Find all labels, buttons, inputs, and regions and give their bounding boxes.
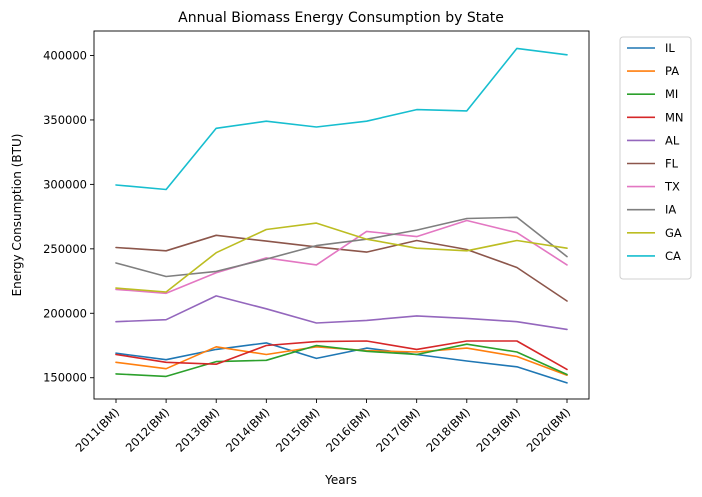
x-tick-label: 2012(BM) bbox=[123, 405, 173, 455]
series-line-fl bbox=[115, 234, 568, 302]
x-tick-label: 2013(BM) bbox=[173, 405, 223, 455]
legend-label-fl: FL bbox=[665, 157, 679, 171]
y-tick-label: 150000 bbox=[43, 371, 87, 385]
legend-label-pa: PA bbox=[665, 64, 679, 78]
legend-label-il: IL bbox=[665, 41, 675, 55]
y-axis-label: Energy Consumption (BTU) bbox=[10, 134, 24, 297]
x-tick-label: 2016(BM) bbox=[323, 405, 373, 455]
chart-title: Annual Biomass Energy Consumption by Sta… bbox=[178, 10, 504, 26]
series-line-il bbox=[115, 342, 568, 384]
y-tick-label: 400000 bbox=[43, 48, 87, 62]
x-tick-label: 2019(BM) bbox=[473, 405, 523, 455]
legend-label-tx: TX bbox=[664, 180, 680, 194]
y-tick-label: 300000 bbox=[43, 177, 87, 191]
legend-label-ga: GA bbox=[665, 226, 682, 240]
legend: IL PA MI MN AL FL TX IA GA CA bbox=[619, 36, 692, 280]
plot-area bbox=[93, 30, 590, 400]
series-line-ga bbox=[115, 222, 568, 293]
x-tick-label: 2018(BM) bbox=[423, 405, 473, 455]
y-tick-label: 350000 bbox=[43, 113, 87, 127]
x-axis: 2011(BM) 2012(BM) 2013(BM) 2014(BM) 2015(BM)… bbox=[73, 399, 574, 455]
series-line-al bbox=[115, 295, 568, 331]
x-tick-label: 2017(BM) bbox=[373, 405, 423, 455]
y-axis: 150000 200000 250000 300000 350000 400000 bbox=[43, 48, 94, 385]
series-line-ca bbox=[115, 47, 568, 191]
x-tick-label: 2014(BM) bbox=[223, 405, 273, 455]
x-tick-label: 2011(BM) bbox=[73, 405, 123, 455]
legend-label-al: AL bbox=[665, 133, 680, 147]
legend-label-mi: MI bbox=[665, 87, 678, 101]
y-tick-label: 250000 bbox=[43, 242, 87, 256]
series-line-mn bbox=[115, 340, 568, 371]
x-tick-label: 2020(BM) bbox=[524, 405, 574, 455]
legend-label-ia: IA bbox=[665, 203, 676, 217]
x-tick-label: 2015(BM) bbox=[273, 405, 323, 455]
series-line-tx bbox=[115, 219, 568, 295]
x-axis-label: Years bbox=[324, 473, 357, 487]
series-line-ia bbox=[115, 216, 568, 278]
plot-frame bbox=[93, 30, 590, 400]
series-layer bbox=[115, 47, 568, 384]
legend-label-ca: CA bbox=[665, 249, 681, 263]
series-line-mi bbox=[115, 343, 568, 378]
legend-label-mn: MN bbox=[665, 110, 684, 124]
y-tick-label: 200000 bbox=[43, 306, 87, 320]
legend-frame bbox=[619, 36, 692, 280]
